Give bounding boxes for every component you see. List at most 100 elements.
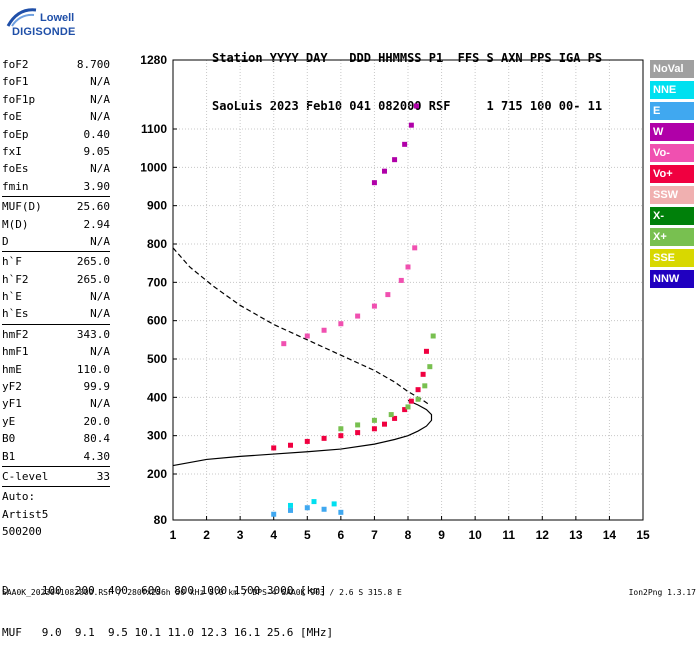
param-row: M(D) 2.94 [2, 216, 110, 233]
echo-point [398, 277, 404, 283]
header-field-names: Station YYYY DAY DDD HHMMSS P1 FFS S AXN… [212, 51, 603, 65]
param-row: h`E N/A [2, 288, 110, 305]
echo-point [412, 245, 418, 251]
echo-point [288, 502, 293, 508]
param-value: N/A [90, 345, 110, 359]
param-label: C-level [2, 469, 49, 483]
x-tick-label: 15 [636, 528, 650, 542]
x-tick-label: 8 [405, 528, 412, 542]
param-label: foF2 [2, 58, 29, 71]
param-label: foF1 [2, 75, 29, 89]
echo-point [405, 264, 411, 270]
curve-profile [172, 399, 433, 467]
param-label: M(D) [2, 217, 29, 231]
echo-point [321, 327, 327, 333]
param-value: 3.90 [83, 179, 111, 193]
echo-point [392, 157, 398, 163]
polarization-legend: NoVal NNE E W Vo- Vo+ SSW X- X+ SSE NNW [650, 60, 694, 291]
echo-point [382, 421, 387, 427]
x-tick-label: 5 [304, 528, 311, 542]
echo-point [430, 333, 436, 339]
echo-point [422, 383, 428, 389]
auto-scaling-text: 500200 [2, 525, 42, 539]
echo-point [271, 511, 277, 517]
x-tick-label: 9 [438, 528, 445, 542]
muf-table: D 100 200 400 600 800 1000 1500 3000 [km… [2, 556, 333, 654]
echo-point [371, 180, 377, 186]
echo-point [371, 417, 377, 423]
param-label: D [2, 234, 9, 248]
echo-point [304, 438, 310, 444]
y-tick-label: 200 [147, 467, 167, 481]
echo-point [415, 396, 421, 402]
param-row: yE 20.0 [2, 413, 110, 430]
param-label: fxI [2, 144, 22, 158]
param-label: h`F2 [2, 272, 29, 286]
param-value: 25.60 [76, 200, 110, 214]
echo-point [355, 430, 361, 436]
param-value: N/A [90, 92, 110, 106]
echo-point [408, 122, 414, 128]
legend-item: E [650, 102, 694, 120]
param-label: yE [2, 414, 16, 428]
param-row: h`Es N/A [2, 305, 110, 322]
muf-value-row: MUF 9.0 9.1 9.5 10.1 11.0 12.3 16.1 25.6… [2, 626, 334, 639]
echo-point [338, 321, 344, 327]
echo-point [304, 333, 310, 339]
ionogram-chart: 1 2 3 4 5 6 7 8 9 10 11 12 13 14 158020030040050060070… [140, 53, 650, 542]
param-separator [2, 486, 110, 488]
echo-point [423, 348, 429, 354]
x-tick-label: 7 [371, 528, 378, 542]
legend-item: SSE [650, 249, 694, 267]
echo-point [371, 303, 377, 309]
param-row: h`F2 265.0 [2, 271, 110, 288]
echo-point [405, 404, 411, 410]
logo-brand-digisonde: DIGISONDE [12, 26, 76, 38]
legend-item: SSW [650, 186, 694, 204]
x-tick-label: 12 [536, 528, 550, 542]
echo-point [304, 505, 310, 511]
param-value: 20.0 [83, 414, 111, 428]
param-label: h`Es [2, 307, 29, 321]
y-tick-label: 600 [147, 314, 167, 328]
echo-point [420, 371, 426, 377]
x-tick-label: 6 [338, 528, 345, 542]
echo-point [271, 445, 277, 451]
param-value: 9.05 [83, 144, 111, 158]
echo-point [382, 168, 387, 174]
param-value: 343.0 [76, 327, 110, 341]
footer-file-info: SAA0K_2023041082000.RSF / 280fx256h 50 k… [2, 588, 402, 597]
echo-point [385, 292, 391, 298]
x-tick-label: 13 [569, 528, 583, 542]
echo-point [371, 426, 377, 432]
param-value: N/A [90, 397, 110, 411]
legend-item: Vo+ [650, 165, 694, 183]
param-label: hmF1 [2, 345, 29, 359]
legend-item: W [650, 123, 694, 141]
muf-distance-row: D 100 200 400 600 800 1000 1500 3000 [km… [2, 584, 327, 597]
echo-point [402, 407, 408, 413]
station-header: Station YYYY DAY DDD HHMMSS P1 FFS S AXN… [212, 18, 602, 130]
echo-point [427, 364, 433, 370]
param-label: h`E [2, 290, 22, 304]
y-tick-label: 700 [147, 275, 167, 289]
x-tick-label: 1 [170, 528, 177, 542]
echo-point [355, 422, 361, 428]
echo-point [288, 442, 293, 448]
param-label: foEp [2, 127, 29, 141]
y-tick-label: 1000 [140, 160, 167, 174]
param-value: N/A [90, 162, 110, 176]
param-label: h`F [2, 255, 22, 269]
param-label: B0 [2, 432, 16, 446]
echo-point [321, 506, 327, 512]
param-separator [2, 465, 110, 467]
legend-item: NNW [650, 270, 694, 288]
y-tick-label: 400 [147, 390, 167, 404]
lowell-digisonde-logo: Lowell DIGISONDE [2, 4, 82, 44]
param-row: foF1 N/A [2, 73, 110, 90]
curve-topside [172, 247, 431, 406]
param-value: 265.0 [76, 272, 110, 286]
y-tick-label: 500 [147, 352, 167, 366]
echo-point [408, 398, 414, 404]
footer-version: Ion2Png 1.3.17 [628, 588, 696, 597]
